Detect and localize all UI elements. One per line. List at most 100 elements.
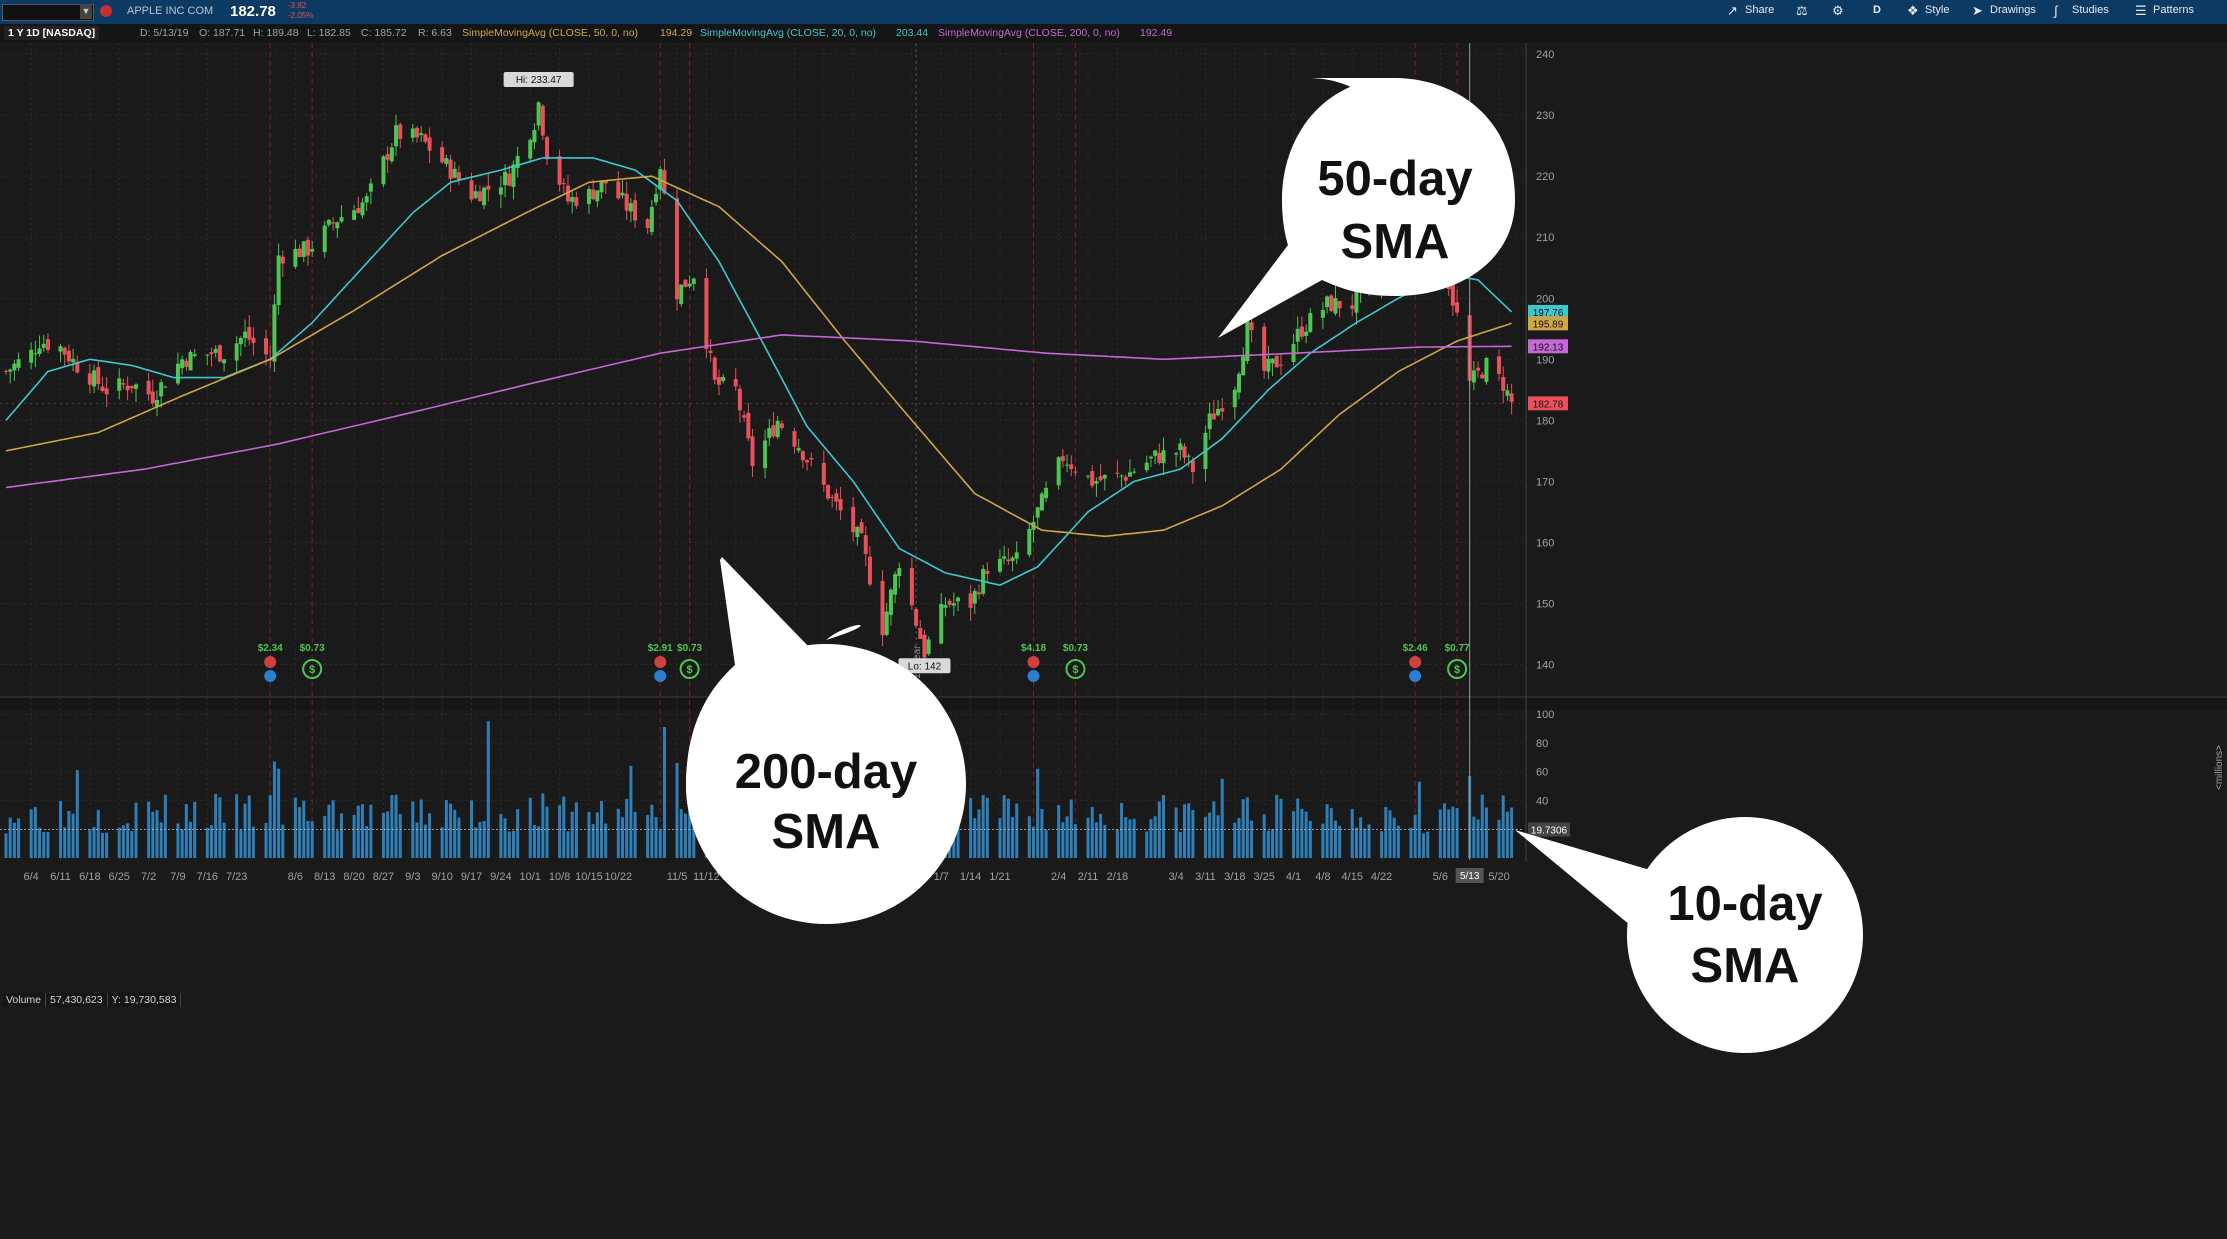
flask-icon[interactable]: ⚖ xyxy=(1796,3,1808,18)
up-candle xyxy=(238,337,243,345)
volume-bar xyxy=(17,818,21,858)
volume-bar xyxy=(8,817,12,858)
info-open: O: 187.71 xyxy=(199,27,246,39)
volume-bar xyxy=(1241,799,1245,858)
patterns-icon[interactable]: ☰ xyxy=(2135,3,2147,18)
cursor-icon[interactable]: ➤ xyxy=(1972,3,1983,18)
price-tick-label: 180 xyxy=(1536,415,1554,427)
volume-bar xyxy=(1388,810,1392,858)
volume-bar xyxy=(453,809,457,858)
volume-bar xyxy=(591,823,595,858)
volume-bar xyxy=(335,830,339,858)
up-candle xyxy=(234,343,239,361)
down-candle xyxy=(809,457,814,460)
up-candle xyxy=(1354,290,1359,313)
up-candle xyxy=(175,363,180,384)
volume-bar xyxy=(1233,822,1237,858)
down-candle xyxy=(968,593,973,608)
volume-bar xyxy=(243,803,247,858)
up-candle xyxy=(926,639,931,654)
volume-bar xyxy=(675,762,679,858)
studies-button[interactable]: Studies xyxy=(2072,4,2109,16)
volume-bar xyxy=(1396,825,1400,858)
volume-bar xyxy=(327,804,331,858)
sma50-callout: 50-day SMA xyxy=(1218,78,1515,338)
volume-bar xyxy=(981,794,985,858)
volume-bar xyxy=(566,831,570,858)
down-candle xyxy=(838,499,843,511)
sma50-study-label[interactable]: SimpleMovingAvg (CLOSE, 50, 0, no) xyxy=(462,27,639,39)
volume-bar xyxy=(692,823,696,858)
up-candle xyxy=(301,241,306,257)
down-candle xyxy=(733,378,738,387)
time-tick-label: 8/20 xyxy=(343,871,364,883)
time-tick-label: 5/6 xyxy=(1433,871,1448,883)
up-candle xyxy=(763,440,768,469)
volume-bar xyxy=(1073,824,1077,858)
volume-bar xyxy=(595,812,599,858)
sma200-study-label[interactable]: SimpleMovingAvg (CLOSE, 200, 0, no) xyxy=(938,27,1120,39)
down-candle xyxy=(331,222,336,224)
up-candle xyxy=(956,597,961,602)
volume-bar xyxy=(394,794,398,858)
gear-icon[interactable]: ⚙ xyxy=(1832,3,1844,18)
down-candle xyxy=(830,496,835,498)
symbol-input[interactable] xyxy=(2,4,94,21)
up-candle xyxy=(1102,474,1107,479)
studies-icon[interactable]: ∫ xyxy=(2054,3,2058,18)
time-tick-label: 3/4 xyxy=(1168,871,1183,883)
volume-bar xyxy=(1510,807,1514,858)
time-tick-label: 9/17 xyxy=(461,871,482,883)
volume-bar xyxy=(1300,808,1304,858)
up-candle xyxy=(796,447,801,451)
up-candle xyxy=(972,590,977,604)
up-candle xyxy=(897,568,902,577)
volume-bar xyxy=(428,813,432,858)
volume-bar xyxy=(121,825,125,858)
volume-bar xyxy=(1438,809,1442,858)
down-candle xyxy=(792,431,797,447)
volume-bar xyxy=(360,804,364,858)
sma20-study-label[interactable]: SimpleMovingAvg (CLOSE, 20, 0, no) xyxy=(700,27,877,39)
time-tick-label: 11/5 xyxy=(667,871,688,883)
volume-bar xyxy=(1501,795,1505,858)
up-candle xyxy=(628,203,633,212)
sma200-bubble-shape xyxy=(686,644,966,924)
style-icon[interactable]: ❖ xyxy=(1907,3,1919,18)
style-button[interactable]: Style xyxy=(1925,4,1950,16)
volume-tick-label: 40 xyxy=(1536,795,1548,807)
volume-label[interactable]: Volume xyxy=(2,993,47,1007)
symbol-dropdown-arrow-icon[interactable]: ▼ xyxy=(80,4,92,19)
down-candle xyxy=(356,208,361,214)
volume-bar xyxy=(159,822,163,858)
up-candle xyxy=(1471,370,1476,383)
dividend-dollar-glyph: $ xyxy=(687,664,693,676)
down-candle xyxy=(557,156,562,185)
price-change-abs: -3.82 xyxy=(288,1,307,10)
sma10-callout: 10-day SMA xyxy=(1515,817,1863,1053)
info-high: H: 189.48 xyxy=(253,27,299,39)
down-candle xyxy=(104,388,109,395)
down-candle xyxy=(1060,456,1065,462)
up-candle xyxy=(1144,462,1149,471)
volume-bar xyxy=(1044,830,1048,858)
up-candle xyxy=(1002,556,1007,559)
volume-bar xyxy=(126,823,130,858)
down-candle xyxy=(624,193,629,211)
up-candle xyxy=(691,278,696,285)
period-button[interactable]: D xyxy=(1873,4,1881,16)
share-icon[interactable]: ↗ xyxy=(1727,3,1738,18)
drawings-button[interactable]: Drawings xyxy=(1990,4,2036,16)
up-candle xyxy=(1241,356,1246,376)
up-candle xyxy=(532,129,537,143)
down-candle xyxy=(800,451,805,461)
volume-bar xyxy=(323,816,327,858)
up-candle xyxy=(1027,529,1032,555)
down-candle xyxy=(251,337,256,344)
volume-bar xyxy=(163,794,167,858)
up-candle xyxy=(1132,471,1137,473)
timeframe-label[interactable]: 1 Y 1D [NASDAQ] xyxy=(4,26,100,40)
share-button[interactable]: Share xyxy=(1745,4,1775,16)
patterns-button[interactable]: Patterns xyxy=(2153,4,2194,16)
